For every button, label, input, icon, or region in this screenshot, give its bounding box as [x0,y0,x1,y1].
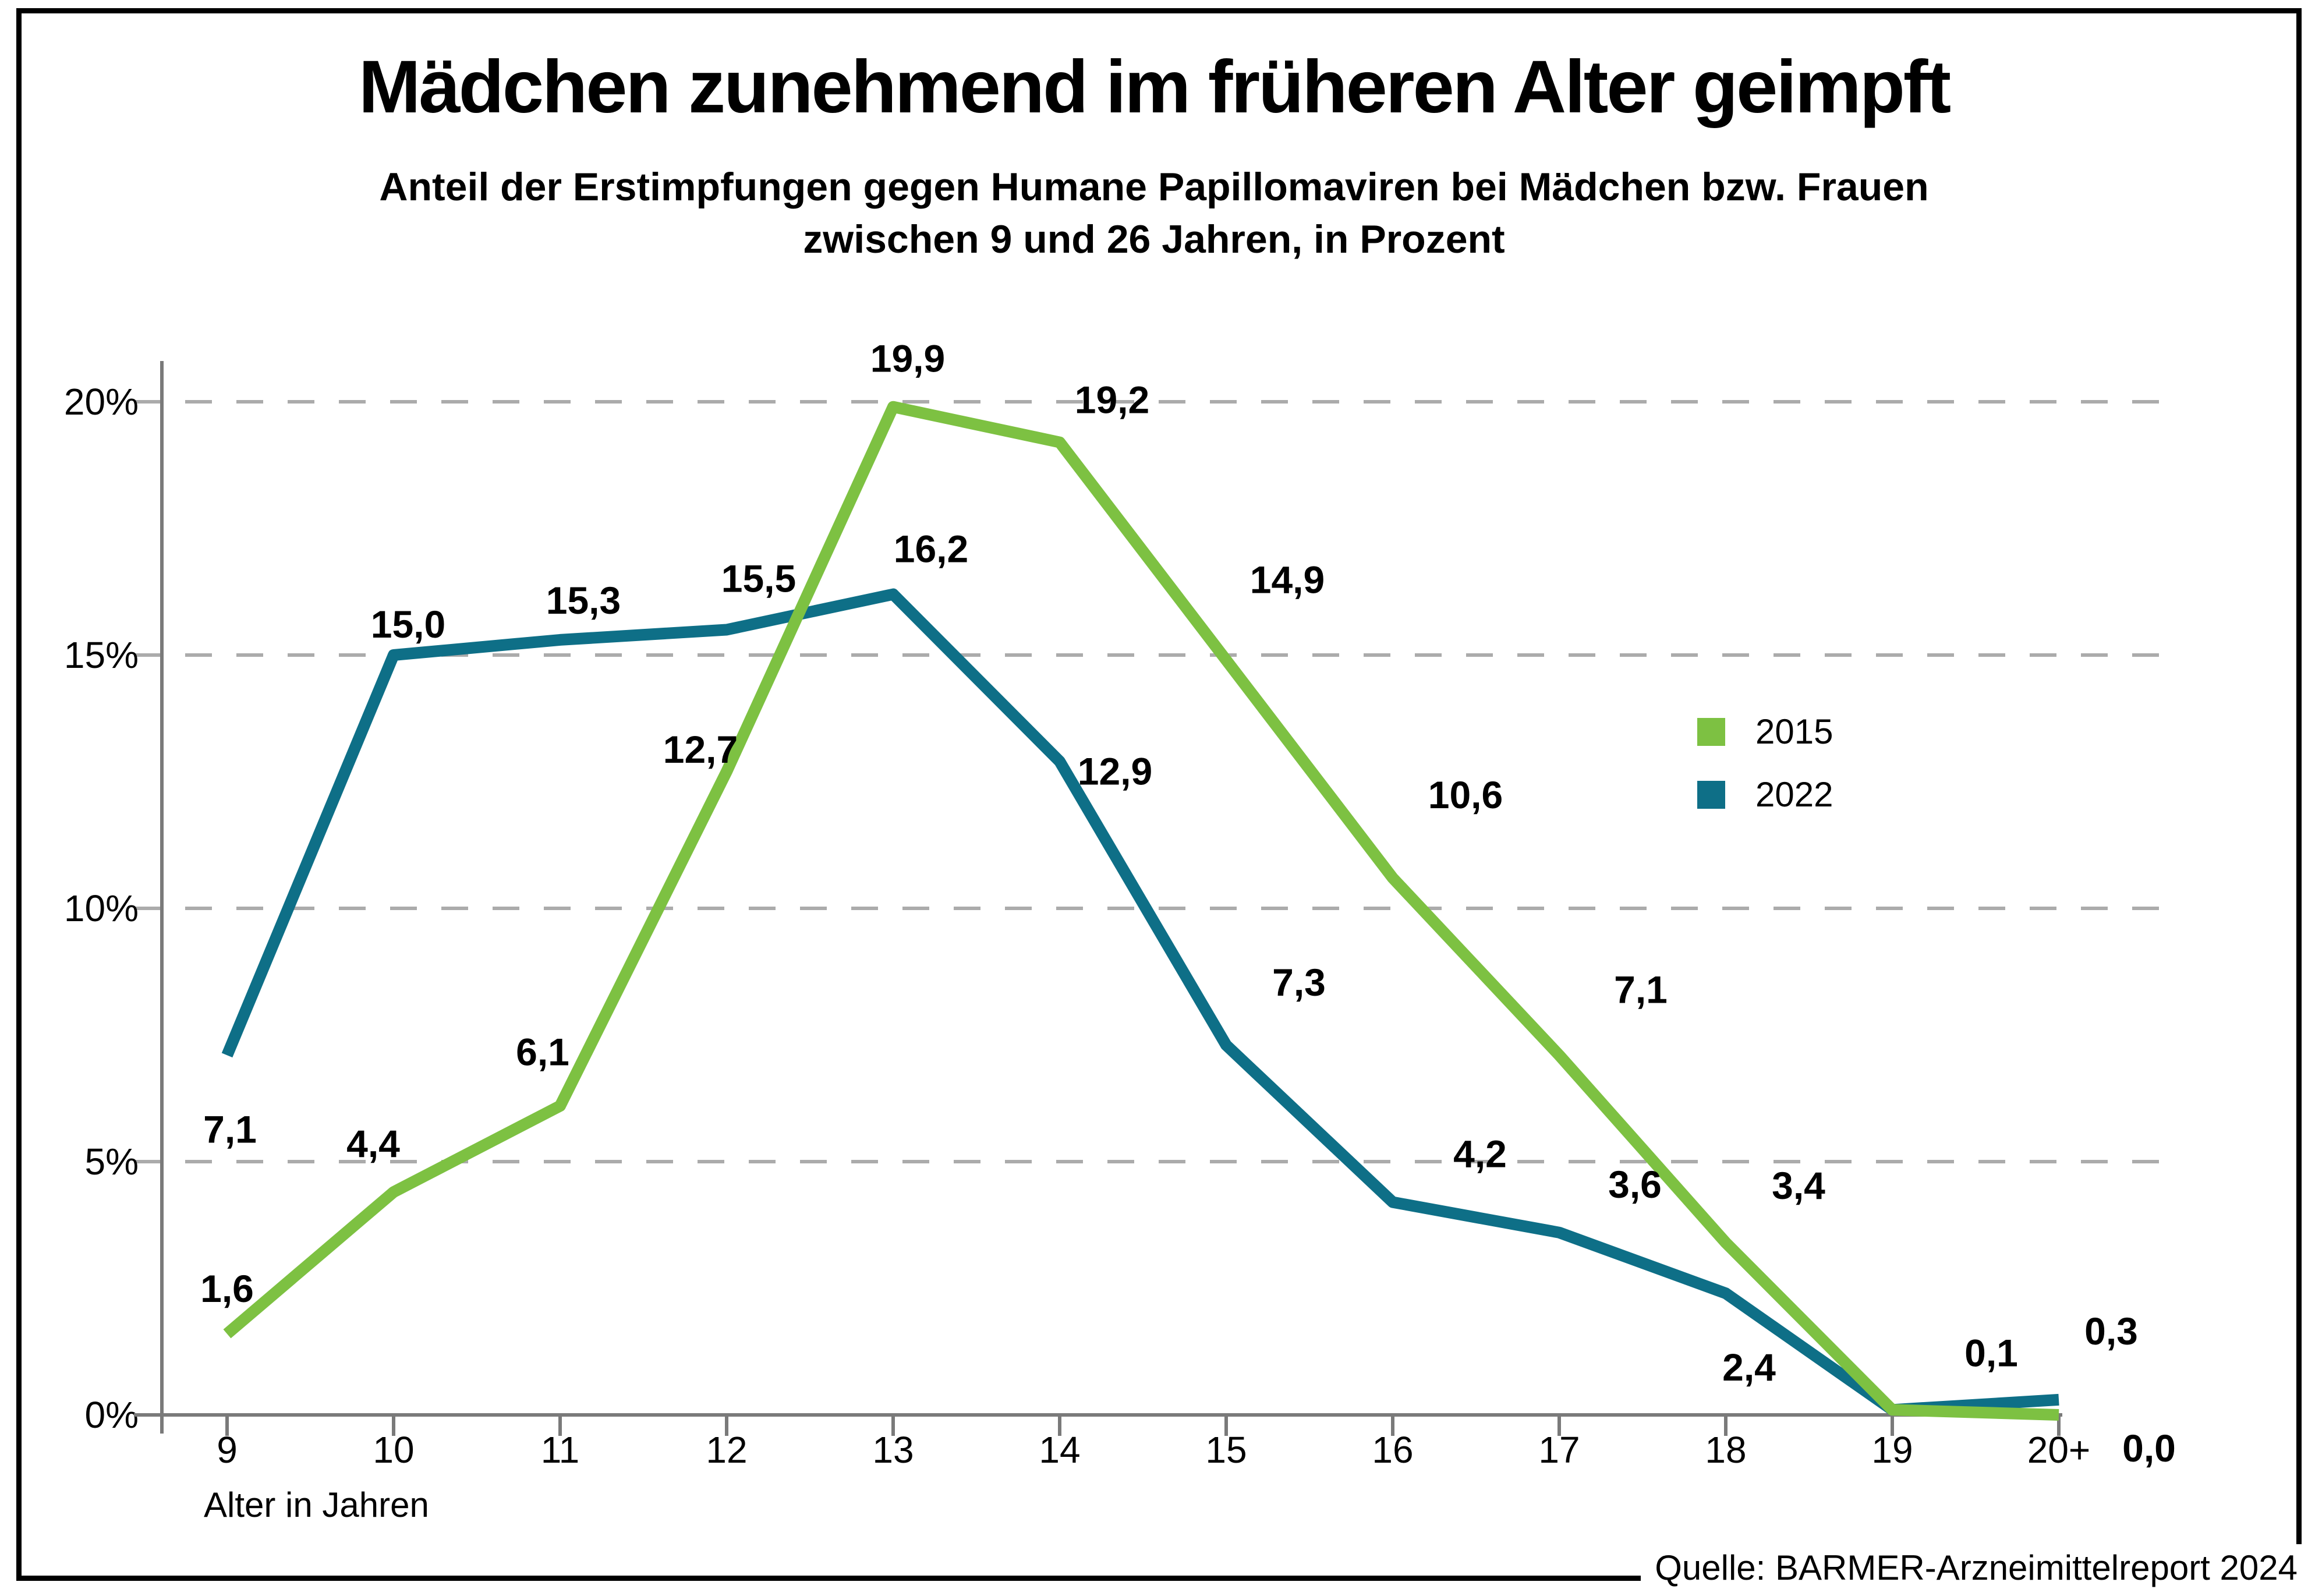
chart-title: Mädchen zunehmend im früheren Alter geim… [358,45,1951,129]
frame-border-bottom [16,1576,1641,1581]
frame-border-left [16,8,22,1581]
value-label-2015-13: 19,9 [870,337,945,380]
value-label-2022-12: 15,5 [721,557,796,600]
x-axis-tick-label: 12 [706,1429,747,1471]
value-label-2022-10: 15,0 [371,603,445,646]
value-label-2022-18: 2,4 [1722,1346,1776,1389]
x-axis-tick-label: 17 [1538,1429,1580,1471]
legend-item-2015: 2015 [1697,712,1833,751]
value-label-2015-10: 4,4 [346,1122,400,1165]
value-label-2022-11: 15,3 [546,579,621,622]
value-label-2015-18: 3,4 [1772,1164,1825,1207]
value-label-2015-19: 0,1 [1964,1331,2018,1374]
x-axis-tick-label: 19 [1871,1429,1913,1471]
source-attribution: Quelle: BARMER-Arzneimittelreport 2024 [1641,1548,2298,1588]
value-label-2015-20+: 0,0 [2122,1427,2176,1470]
legend-item-2022: 2022 [1697,775,1833,814]
x-axis-tick-label: 10 [373,1429,414,1471]
value-label-2015-16: 10,6 [1428,773,1503,816]
x-axis-tick-label: 14 [1039,1429,1080,1471]
y-axis-tick-label: 15% [64,634,139,676]
value-label-2022-16: 4,2 [1453,1133,1507,1176]
chart-legend: 2015 2022 [1697,712,1833,844]
value-label-2015-9: 1,6 [200,1267,254,1310]
value-label-2015-12: 12,7 [663,728,738,771]
x-axis-tick-label: 16 [1372,1429,1413,1471]
value-label-2015-11: 6,1 [516,1030,569,1073]
value-label-2022-20+: 0,3 [2084,1310,2138,1353]
legend-swatch-2015 [1697,718,1725,746]
y-axis-tick-label: 5% [85,1141,139,1183]
x-axis-tick-label: 11 [541,1429,579,1471]
x-axis-tick-label: 18 [1705,1429,1746,1471]
value-label-2015-15: 14,9 [1250,558,1325,601]
frame-border-top [16,8,2301,13]
value-label-2022-13: 16,2 [894,528,968,571]
y-axis-tick-label: 20% [64,381,139,423]
legend-swatch-2022 [1697,781,1725,809]
frame-border-right [2296,8,2302,1544]
legend-label-2022: 2022 [1755,775,1833,814]
value-label-2022-17: 3,6 [1608,1163,1662,1206]
x-axis-tick-label: 20+ [2027,1429,2091,1471]
series-line-2015 [223,401,2059,1421]
value-label-2022-9: 7,1 [203,1107,257,1151]
y-axis-tick-label: 10% [64,887,139,929]
x-axis-tick-label: 15 [1205,1429,1247,1471]
value-label-2015-17: 7,1 [1614,968,1668,1011]
value-label-2015-14: 19,2 [1075,378,1149,422]
value-label-2022-14: 12,9 [1078,750,1152,793]
value-label-2022-15: 7,3 [1272,961,1326,1004]
x-axis-tick-label: 9 [217,1429,238,1471]
x-axis-title: Alter in Jahren [204,1485,429,1524]
chart-subtitle-line1: Anteil der Erstimpfungen gegen Humane Pa… [379,165,1929,209]
x-axis-tick-label: 13 [872,1429,914,1471]
legend-label-2015: 2015 [1755,712,1833,751]
y-axis-tick-label: 0% [85,1394,139,1436]
series-line-2022 [221,588,2059,1416]
chart-subtitle-line2: zwischen 9 und 26 Jahren, in Prozent [803,217,1505,261]
